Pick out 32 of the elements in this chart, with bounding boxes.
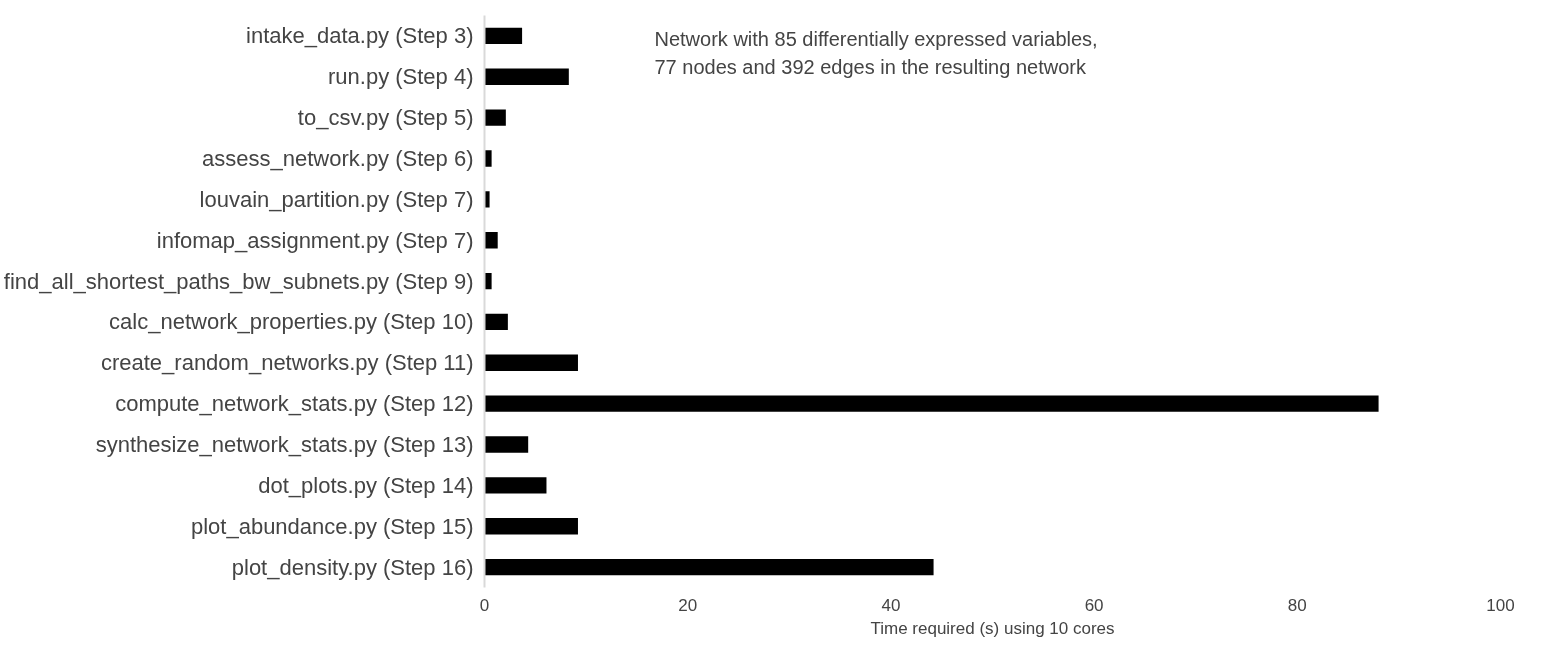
y-tick-label: calc_network_properties.py (Step 10) bbox=[109, 309, 474, 335]
bar bbox=[484, 68, 569, 85]
y-tick-label: intake_data.py (Step 3) bbox=[246, 23, 474, 49]
y-tick-label: assess_network.py (Step 6) bbox=[202, 146, 474, 171]
x-tick-label: 0 bbox=[479, 595, 490, 615]
annotation: Network with 85 differentially expressed variables, 77 nodes and 392 edges in the resulting network bbox=[654, 27, 1098, 79]
bar bbox=[484, 558, 934, 576]
y-tick-label: run.py (Step 4) bbox=[327, 64, 474, 90]
y-tick-label: find_all_shortest_paths_bw_subnets.py (Step 9) bbox=[3, 268, 474, 294]
x-tick-label: 40 bbox=[881, 595, 901, 615]
bar bbox=[484, 109, 506, 126]
bar bbox=[484, 436, 529, 453]
y-tick-label: louvain_partition.py (Step 7) bbox=[199, 186, 474, 212]
bar bbox=[484, 27, 523, 45]
bar bbox=[484, 477, 547, 494]
bar bbox=[484, 354, 578, 371]
y-tick-label: plot_abundance.py (Step 15) bbox=[190, 513, 474, 539]
x-axis-title: Time required (s) using 10 cores bbox=[870, 618, 1115, 638]
y-tick-label: dot_plots.py (Step 14) bbox=[258, 472, 474, 498]
bar bbox=[484, 395, 1379, 412]
y-tick-label: plot_density.py (Step 16) bbox=[231, 554, 474, 580]
x-tick-label: 20 bbox=[678, 595, 698, 615]
bar bbox=[484, 313, 508, 331]
x-tick-label: 80 bbox=[1287, 595, 1307, 615]
x-tick-label: 60 bbox=[1084, 595, 1104, 615]
y-tick-label: synthesize_network_stats.py (Step 13) bbox=[95, 432, 474, 457]
bar bbox=[484, 518, 578, 535]
x-tick-label: 100 bbox=[1486, 595, 1515, 615]
y-tick-label: to_csv.py (Step 5) bbox=[297, 105, 474, 131]
y-tick-label: compute_network_stats.py (Step 12) bbox=[115, 391, 474, 417]
y-tick-label: create_random_networks.py (Step 11) bbox=[100, 350, 474, 376]
y-tick-label: infomap_assignment.py (Step 7) bbox=[156, 227, 474, 253]
